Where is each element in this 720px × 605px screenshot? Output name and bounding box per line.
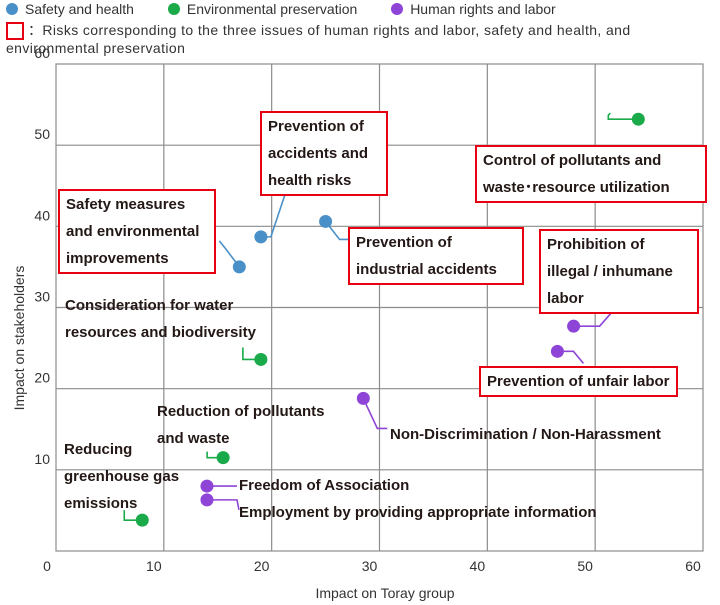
data-point-0-0 (232, 260, 246, 274)
leader-line-0-0 (218, 240, 240, 268)
y-tick-label-20: 20 (34, 370, 50, 386)
data-point-1-2 (216, 451, 230, 465)
label-control-pollutants: Control of pollutants and waste･resource… (475, 145, 707, 203)
label-prevention-accidents-health: Prevention of accidents and health risks (260, 111, 388, 196)
label-safety-measures: Safety measures and environmental improv… (58, 189, 216, 274)
legend-label-safety: Safety and health (25, 1, 134, 17)
label-freedom-association: Freedom of Association (239, 472, 409, 499)
data-point-1-0 (631, 112, 645, 126)
label-water-biodiversity-text: Consideration for water resources and bi… (65, 297, 256, 341)
label-prevention-unfair-labor: Prevention of unfair labor (479, 366, 678, 397)
legend-box-note: ：Risks corresponding to the three issues… (6, 22, 718, 56)
x-tick-label-60: 60 (685, 558, 701, 574)
data-point-0-1 (254, 230, 268, 244)
y-tick-label-60: 60 (34, 45, 50, 61)
y-tick-label-50: 50 (34, 126, 50, 142)
legend-box-note-text: ：Risks corresponding to the three issues… (6, 22, 631, 56)
label-employment-information-text: Employment by providing appropriate info… (239, 504, 597, 521)
legend-label-human-rights: Human rights and labor (410, 1, 556, 17)
legend-item-safety: Safety and health (6, 1, 134, 17)
legend-dot-environment (167, 3, 180, 15)
y-tick-label-40: 40 (34, 207, 50, 223)
data-point-2-3 (200, 479, 214, 493)
data-point-1-3 (135, 513, 149, 527)
legend-item-environment: Environmental preservation (167, 1, 358, 17)
data-point-2-0 (567, 319, 581, 333)
y-tick-label-30: 30 (34, 289, 50, 305)
label-reduction-pollutants-text: Reduction of pollutants and waste (157, 403, 325, 447)
legend-item-human-rights: Human rights and labor (391, 1, 556, 17)
label-prohibition-illegal-labor: Prohibition of illegal / inhumane labor (539, 229, 699, 314)
leader-line-2-2 (362, 398, 388, 430)
label-safety-measures-text: Safety measures and environmental improv… (66, 196, 200, 267)
label-control-pollutants-text: Control of pollutants and waste･resource… (483, 152, 670, 196)
legend-dot-safety (6, 3, 18, 15)
y-tick-label-10: 10 (34, 451, 50, 467)
x-tick-label-40: 40 (470, 558, 486, 574)
data-point-0-2 (319, 214, 333, 228)
label-non-discrimination-text: Non-Discrimination / Non-Harassment (390, 426, 661, 443)
data-point-2-4 (200, 493, 214, 507)
data-point-2-1 (550, 344, 564, 358)
leader-line-2-4 (206, 499, 240, 511)
label-greenhouse-gas-text: Reducing greenhouse gas emissions (64, 441, 180, 512)
x-tick-label-20: 20 (254, 558, 270, 574)
label-non-discrimination: Non-Discrimination / Non-Harassment (390, 421, 661, 448)
x-axis-label: Impact on Toray group (315, 585, 455, 601)
x-tick-label-10: 10 (146, 558, 162, 574)
label-prohibition-illegal-labor-text: Prohibition of illegal / inhumane labor (547, 236, 673, 307)
label-prevention-accidents-health-text: Prevention of accidents and health risks (268, 118, 369, 189)
x-tick-label-30: 30 (362, 558, 378, 574)
red-box-key-icon (6, 22, 24, 40)
label-water-biodiversity: Consideration for water resources and bi… (65, 292, 287, 346)
label-prevention-industrial-accidents: Prevention of industrial accidents (348, 227, 524, 285)
label-employment-information: Employment by providing appropriate info… (239, 499, 597, 526)
data-point-1-1 (254, 352, 268, 366)
x-tick-label-50: 50 (577, 558, 593, 574)
y-axis-label: Impact on stakeholders (11, 265, 27, 411)
data-point-2-2 (356, 391, 370, 405)
label-freedom-association-text: Freedom of Association (239, 477, 410, 494)
label-reduction-pollutants: Reduction of pollutants and waste (157, 398, 339, 452)
label-greenhouse-gas: Reducing greenhouse gas emissions (64, 436, 182, 517)
label-prevention-unfair-labor-text: Prevention of unfair labor (487, 373, 670, 390)
legend: Safety and health Environmental preserva… (6, 1, 586, 18)
legend-dot-human-rights (391, 3, 404, 15)
leader-line-2-0 (573, 309, 615, 327)
leader-line-1-0 (607, 112, 639, 120)
legend-label-environment: Environmental preservation (186, 1, 358, 17)
x-tick-label-0: 0 (43, 558, 51, 574)
label-prevention-industrial-accidents-text: Prevention of industrial accidents (356, 234, 497, 278)
